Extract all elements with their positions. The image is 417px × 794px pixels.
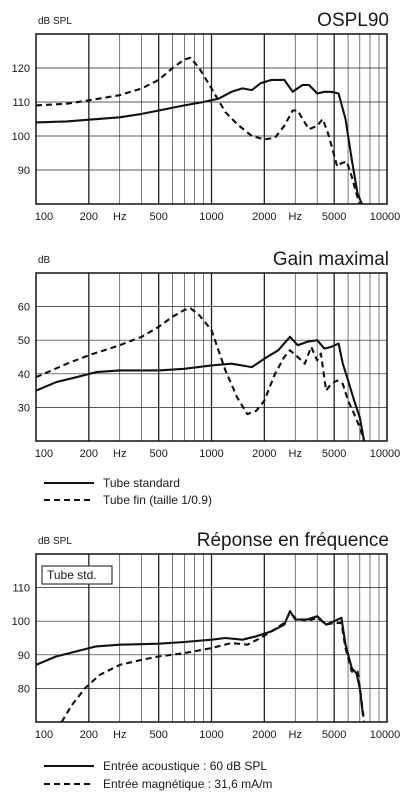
x-tick-label: 200 [80,448,98,460]
x-tick-label: 5000 [322,448,346,460]
annotation-box [41,565,113,585]
y-tick-label: 110 [12,97,30,109]
chart-title: OSPL90 [317,10,389,31]
x-tick-label: 100 [35,448,53,460]
plot-frame [35,33,388,205]
x-tick-label: 500 [149,729,167,741]
x-tick-label: 2000 [252,448,276,460]
x-tick-label: 5000 [322,729,346,741]
series-line-solid [36,78,363,204]
chart-title: Gain maximal [273,249,389,270]
x-tick-label: 500 [149,211,167,223]
legend-label: Tube fin (taille 1/0.9) [103,493,212,507]
x-tick-label: Hz [289,729,302,741]
y-tick-label: 100 [12,616,30,628]
x-tick-label: 200 [80,211,98,223]
annotation-label: Tube std. [47,568,97,582]
y-axis-label: dB SPL [38,16,72,27]
x-tick-label: 5000 [322,211,346,223]
x-tick-label: 100 [35,729,53,741]
x-tick-label: 1000 [199,729,223,741]
x-tick-label: 100 [35,211,53,223]
legend-label: Entrée magnétique : 31,6 mA/m [103,777,272,791]
y-tick-label: 80 [18,683,30,695]
chart-3: Réponse en fréquence dB SPL 80 90 100 110 100 2… [12,530,401,791]
legend-label: Entrée acoustique : 60 dB SPL [103,759,267,773]
plot-frame [35,553,388,723]
x-tick-label: 1000 [199,211,223,223]
y-tick-label: 40 [18,369,30,381]
series-line-dashed [36,56,361,204]
x-tick-label: 200 [80,729,98,741]
x-tick-label: 10000 [370,448,401,460]
x-tick-label: 1000 [199,448,223,460]
chart-2: Gain maximal dB 30 40 50 60 100 200 Hz 500 1000 200… [18,249,401,507]
y-axis-label: dB [38,255,51,266]
y-tick-label: 90 [18,650,30,662]
y-tick-label: 100 [12,131,30,143]
chart-title: Réponse en fréquence [197,530,389,551]
series-line-solid [36,335,366,441]
y-tick-label: 110 [12,583,30,595]
x-tick-label: Hz [113,211,126,223]
series-line-dashed [36,307,366,441]
y-tick-label: 60 [18,302,30,314]
y-tick-label: 50 [18,335,30,347]
y-tick-label: 30 [18,402,30,414]
x-tick-label: Hz [113,729,126,741]
x-tick-label: 2000 [252,211,276,223]
chart-1: OSPL90 dB SPL 90 100 110 120 100 200 Hz 500 1000 20… [12,10,401,223]
x-tick-label: Hz [289,211,302,223]
y-tick-label: 90 [18,165,30,177]
x-tick-label: 2000 [252,729,276,741]
legend-label: Tube standard [103,476,180,490]
series-line-solid [36,610,365,716]
x-tick-label: 500 [149,448,167,460]
plot-frame [35,272,388,442]
x-tick-label: 10000 [370,729,401,741]
x-tick-label: Hz [113,448,126,460]
series-line-dashed [60,611,366,722]
y-tick-label: 120 [12,63,30,75]
y-axis-label: dB SPL [38,536,72,547]
x-tick-label: 10000 [370,211,401,223]
x-tick-label: Hz [289,448,302,460]
